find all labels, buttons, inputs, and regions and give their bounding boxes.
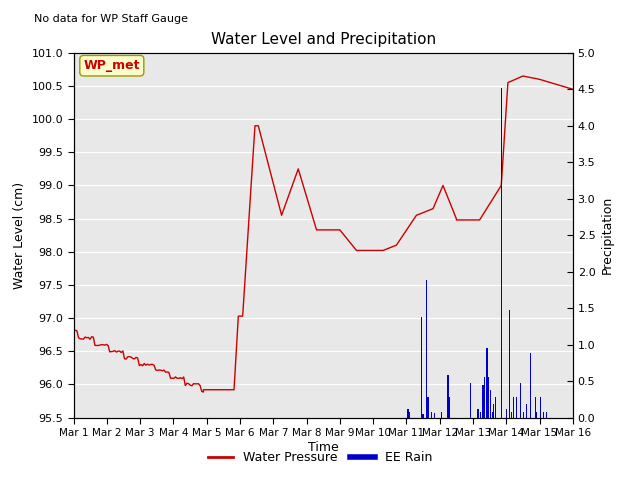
Bar	[408, 409, 409, 418]
Bar	[490, 390, 491, 418]
Bar	[492, 412, 493, 418]
Bar	[428, 397, 429, 418]
Bar	[477, 409, 479, 418]
Bar	[480, 412, 481, 418]
Bar	[509, 310, 510, 418]
Bar	[449, 397, 451, 418]
Bar	[434, 413, 435, 418]
Bar	[516, 397, 518, 418]
Bar	[426, 280, 427, 418]
Legend: Water Pressure, EE Rain: Water Pressure, EE Rain	[203, 446, 437, 469]
Bar	[530, 353, 531, 418]
Bar	[447, 375, 449, 418]
Bar	[484, 377, 485, 418]
Bar	[431, 412, 432, 418]
X-axis label: Time: Time	[308, 441, 339, 454]
Text: No data for WP Staff Gauge: No data for WP Staff Gauge	[34, 13, 188, 24]
Bar	[540, 397, 541, 418]
Bar	[486, 348, 488, 418]
Bar	[543, 412, 544, 418]
Bar	[523, 412, 524, 418]
Bar	[470, 383, 471, 418]
Bar	[409, 412, 410, 418]
Bar	[536, 412, 538, 418]
Bar	[493, 405, 494, 418]
Bar	[506, 409, 508, 418]
Y-axis label: Water Level (cm): Water Level (cm)	[13, 181, 26, 289]
Bar	[488, 377, 489, 418]
Bar	[534, 397, 536, 418]
Title: Water Level and Precipitation: Water Level and Precipitation	[211, 33, 436, 48]
Bar	[420, 317, 422, 418]
Bar	[495, 397, 496, 418]
Y-axis label: Precipitation: Precipitation	[601, 196, 614, 275]
Bar	[422, 414, 424, 418]
Bar	[511, 412, 512, 418]
Bar	[501, 88, 502, 418]
Bar	[526, 405, 527, 418]
Bar	[520, 383, 521, 418]
Bar	[483, 385, 484, 418]
Text: WP_met: WP_met	[84, 59, 140, 72]
Bar	[441, 412, 442, 418]
Bar	[513, 397, 514, 418]
